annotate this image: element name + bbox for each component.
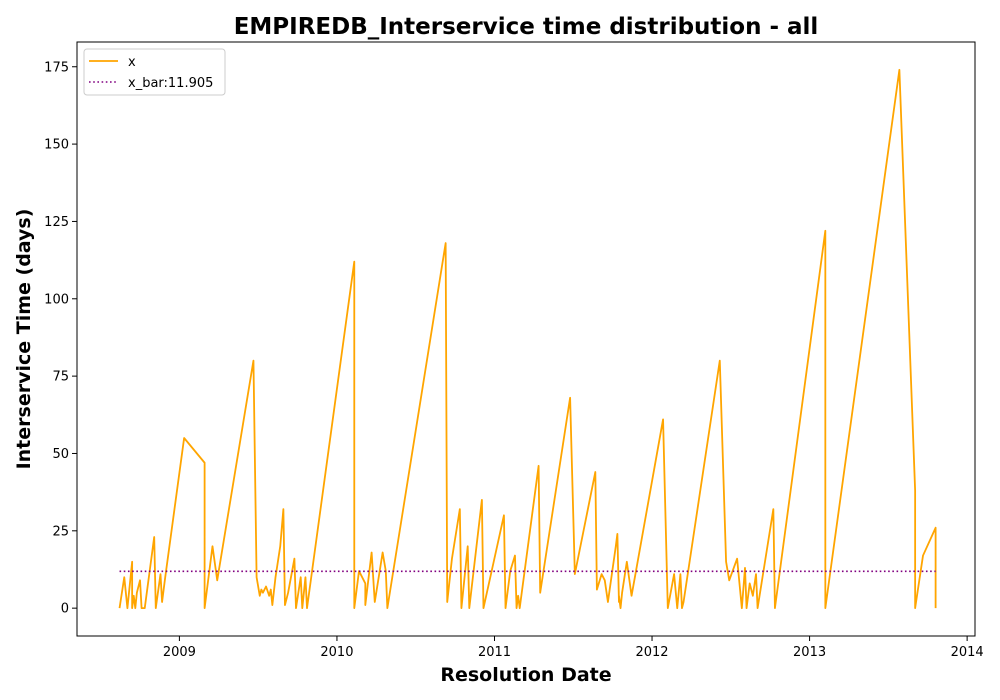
legend-box: [83, 48, 226, 96]
axes-frame: [76, 41, 976, 637]
y-tick-label: 100: [44, 292, 69, 307]
y-tick-label: 25: [52, 524, 69, 539]
series-x-line: [118, 68, 937, 610]
y-tick-label: 50: [52, 447, 69, 462]
y-axis-label: Interservice Time (days): [13, 209, 35, 470]
y-tick-label: 150: [44, 138, 69, 153]
x-tick-label: 2009: [163, 645, 196, 660]
y-tick-label: 0: [61, 602, 69, 617]
chart-title: EMPIREDB_Interservice time distribution …: [234, 14, 819, 40]
x-tick-label: 2011: [478, 645, 511, 660]
legend: x x_bar:11.905: [83, 48, 226, 96]
x-axis-label: Resolution Date: [440, 664, 611, 686]
y-tick-label: 125: [44, 215, 69, 230]
y-tick-label: 175: [44, 60, 69, 75]
legend-label-x: x: [128, 55, 136, 70]
x-tick-label: 2013: [793, 645, 826, 660]
plot-area: 2009 2010 2011 2012 2013 2014 0 25 50 75 100 125 150…: [44, 41, 984, 660]
x-tick-label: 2014: [951, 645, 984, 660]
x-tick-label: 2012: [635, 645, 668, 660]
y-tick-label: 75: [52, 370, 69, 385]
x-tick-label: 2010: [320, 645, 353, 660]
legend-label-x-bar: x_bar:11.905: [128, 76, 213, 91]
